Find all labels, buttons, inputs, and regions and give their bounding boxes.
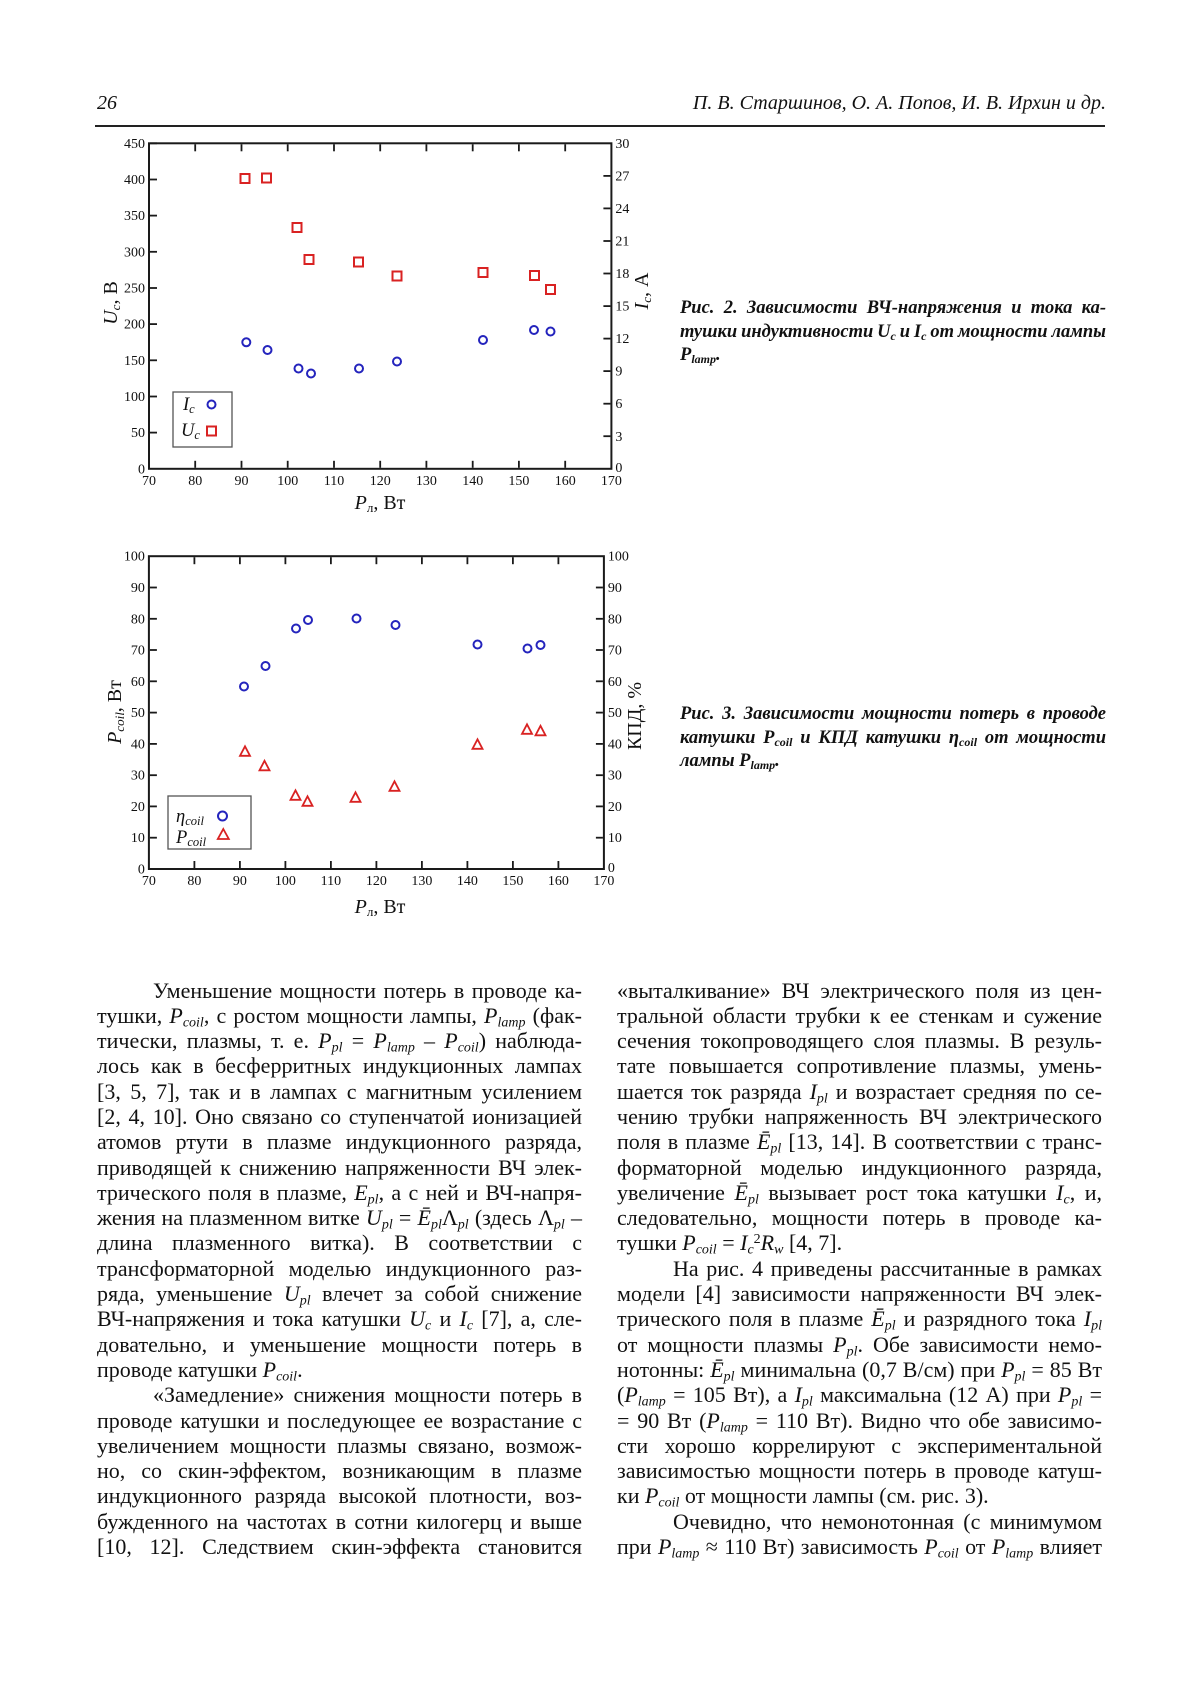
svg-text:70: 70 <box>608 644 622 659</box>
svg-text:150: 150 <box>502 874 523 889</box>
svg-text:400: 400 <box>124 173 145 188</box>
svg-text:40: 40 <box>131 737 145 752</box>
svg-text:Ic, А: Ic, А <box>631 272 654 310</box>
svg-text:15: 15 <box>615 300 629 315</box>
svg-text:Pл, Вт: Pл, Вт <box>354 492 406 515</box>
svg-text:90: 90 <box>233 874 247 889</box>
svg-text:80: 80 <box>187 874 201 889</box>
svg-text:150: 150 <box>124 354 145 369</box>
svg-text:12: 12 <box>615 332 629 347</box>
svg-text:60: 60 <box>131 675 145 690</box>
svg-text:160: 160 <box>555 474 576 489</box>
svg-text:170: 170 <box>593 874 614 889</box>
svg-text:20: 20 <box>131 800 145 815</box>
svg-text:100: 100 <box>124 550 145 565</box>
svg-text:80: 80 <box>188 474 202 489</box>
svg-text:90: 90 <box>235 474 249 489</box>
svg-text:70: 70 <box>142 474 156 489</box>
svg-text:130: 130 <box>411 874 432 889</box>
svg-text:30: 30 <box>131 769 145 784</box>
svg-text:9: 9 <box>615 365 622 380</box>
svg-text:0: 0 <box>608 861 615 876</box>
svg-text:120: 120 <box>370 474 391 489</box>
svg-text:10: 10 <box>608 831 622 846</box>
svg-text:80: 80 <box>608 612 622 627</box>
svg-text:Uc, В: Uc, В <box>100 281 123 325</box>
svg-text:21: 21 <box>615 235 629 250</box>
svg-text:250: 250 <box>124 282 145 297</box>
svg-text:Uc: Uc <box>181 421 200 442</box>
svg-text:100: 100 <box>277 474 298 489</box>
svg-text:30: 30 <box>608 769 622 784</box>
svg-text:10: 10 <box>131 831 145 846</box>
svg-text:50: 50 <box>608 706 622 721</box>
svg-text:0: 0 <box>138 863 145 878</box>
svg-text:3: 3 <box>615 430 622 445</box>
svg-text:0: 0 <box>615 461 622 476</box>
svg-text:40: 40 <box>608 737 622 752</box>
svg-text:0: 0 <box>138 462 145 477</box>
svg-text:6: 6 <box>615 397 622 412</box>
svg-text:50: 50 <box>131 426 145 441</box>
svg-text:140: 140 <box>457 874 478 889</box>
svg-text:100: 100 <box>124 390 145 405</box>
svg-text:70: 70 <box>131 644 145 659</box>
svg-text:18: 18 <box>615 267 629 282</box>
svg-text:200: 200 <box>124 318 145 333</box>
svg-text:100: 100 <box>275 874 296 889</box>
svg-text:150: 150 <box>508 474 529 489</box>
svg-text:Pcoil, Вт: Pcoil, Вт <box>104 680 127 745</box>
svg-text:ηcoil: ηcoil <box>176 807 204 828</box>
svg-text:90: 90 <box>608 581 622 596</box>
svg-text:350: 350 <box>124 209 145 224</box>
svg-text:60: 60 <box>608 675 622 690</box>
svg-text:50: 50 <box>131 706 145 721</box>
svg-text:70: 70 <box>142 874 156 889</box>
svg-text:Pcoil: Pcoil <box>175 828 207 849</box>
svg-text:Pл, Вт: Pл, Вт <box>354 896 406 919</box>
svg-text:110: 110 <box>324 474 344 489</box>
svg-text:110: 110 <box>321 874 341 889</box>
svg-text:140: 140 <box>462 474 483 489</box>
svg-text:20: 20 <box>608 800 622 815</box>
svg-text:160: 160 <box>548 874 569 889</box>
svg-text:80: 80 <box>131 612 145 627</box>
svg-text:30: 30 <box>615 137 629 152</box>
svg-text:300: 300 <box>124 245 145 260</box>
svg-text:130: 130 <box>416 474 437 489</box>
svg-text:27: 27 <box>615 169 629 184</box>
svg-text:100: 100 <box>608 550 629 565</box>
svg-text:450: 450 <box>124 137 145 152</box>
svg-text:КПД, %: КПД, % <box>624 682 646 750</box>
svg-text:24: 24 <box>615 202 629 217</box>
svg-text:120: 120 <box>366 874 387 889</box>
svg-text:90: 90 <box>131 581 145 596</box>
svg-text:Ic: Ic <box>182 395 195 416</box>
svg-text:170: 170 <box>601 474 622 489</box>
